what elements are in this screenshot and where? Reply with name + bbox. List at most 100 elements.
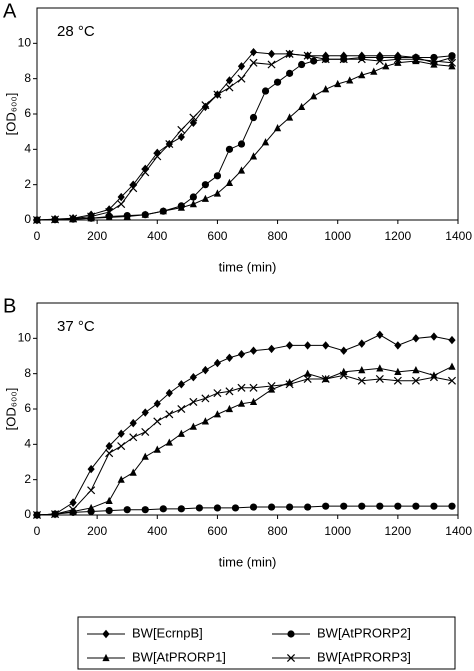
data-point	[231, 504, 240, 512]
data-point	[129, 433, 138, 442]
x-tick-label: 1200	[385, 229, 412, 243]
x-tick-label: 1400	[445, 524, 472, 538]
marker-stroke	[141, 168, 150, 177]
legend-label: BW[AtPRORP2]	[317, 625, 411, 640]
data-point	[189, 397, 198, 406]
data-point	[213, 410, 222, 418]
marker-stroke	[225, 387, 234, 396]
data-point	[141, 452, 149, 460]
y-tick-label: 6	[24, 106, 31, 120]
data-point	[261, 138, 270, 146]
data-point	[141, 427, 150, 436]
marker-stroke	[141, 427, 150, 436]
marker-stroke	[321, 55, 330, 64]
data-point	[261, 87, 270, 95]
data-point	[201, 102, 209, 112]
data-point	[430, 371, 438, 379]
data-point	[177, 505, 185, 513]
marker-stroke	[69, 214, 78, 223]
data-point	[225, 387, 234, 396]
marker-stroke	[51, 215, 60, 224]
marker-stroke	[117, 200, 126, 209]
data-point	[105, 441, 113, 451]
data-point	[129, 468, 137, 476]
data-point	[358, 502, 366, 510]
data-point	[165, 438, 173, 446]
data-point	[225, 83, 234, 92]
data-point	[298, 60, 306, 69]
x-tick-label: 400	[147, 229, 167, 243]
data-point	[117, 192, 125, 202]
data-point	[237, 383, 246, 392]
data-point	[285, 49, 294, 58]
data-point	[393, 55, 402, 64]
x-tick-label: 800	[268, 229, 288, 243]
data-point	[105, 213, 113, 221]
data-point	[394, 367, 402, 375]
data-point	[334, 79, 342, 88]
marker-stroke	[303, 374, 312, 383]
data-point	[141, 506, 149, 514]
data-point	[189, 200, 197, 208]
data-point	[201, 194, 209, 202]
series-line	[36, 51, 453, 221]
data-point	[87, 464, 95, 474]
data-point	[429, 373, 438, 382]
data-point	[153, 445, 161, 453]
marker-stroke	[165, 410, 174, 419]
data-point	[267, 382, 276, 391]
legend-marker	[286, 653, 296, 663]
data-point	[225, 178, 234, 186]
data-point	[165, 388, 173, 398]
marker-stroke	[411, 55, 420, 64]
data-point	[249, 113, 258, 122]
data-point	[105, 449, 114, 458]
data-point	[346, 76, 354, 84]
data-point	[177, 132, 185, 142]
marker-stroke	[357, 55, 366, 64]
data-point	[32, 510, 42, 520]
marker-stroke	[129, 184, 138, 193]
data-point	[201, 365, 209, 375]
legend-box	[77, 616, 456, 670]
x-tick-label: 600	[207, 524, 227, 538]
y-tick-label: 0	[24, 212, 31, 226]
data-point	[177, 380, 185, 389]
data-point	[357, 55, 366, 64]
data-point	[303, 374, 312, 383]
marker-stroke	[285, 380, 294, 389]
data-point	[201, 417, 209, 425]
legend-label: BW[AtPRORP3]	[317, 649, 411, 664]
data-point	[310, 57, 318, 65]
y-tick-label: 8	[24, 366, 31, 380]
marker-stroke	[447, 58, 457, 67]
marker-stroke	[339, 55, 348, 64]
marker-stroke	[177, 125, 186, 134]
marker-stroke	[189, 113, 198, 122]
data-point	[189, 373, 197, 382]
panel-label: B	[3, 295, 16, 317]
data-point	[375, 374, 384, 383]
series-line	[36, 55, 453, 221]
x-axis-label: time (min)	[219, 259, 277, 274]
legend-label: BW[AtPRORP1]	[132, 649, 226, 664]
data-point	[117, 429, 125, 438]
data-point	[394, 502, 402, 510]
marker-stroke	[429, 56, 438, 66]
y-tick-label: 10	[18, 331, 32, 345]
marker-stroke	[237, 383, 246, 392]
data-point	[321, 374, 330, 383]
annotation: 37 °C	[57, 318, 95, 335]
data-point	[225, 76, 234, 85]
x-tick-label: 200	[87, 524, 107, 538]
marker-stroke	[286, 653, 296, 663]
marker-stroke	[201, 394, 210, 403]
series-line	[36, 334, 453, 516]
data-point	[237, 166, 246, 174]
data-point	[117, 475, 125, 483]
data-point	[412, 502, 420, 510]
data-point	[286, 69, 294, 77]
marker-stroke	[201, 101, 210, 110]
x-tick-label: 600	[207, 229, 227, 243]
series-line	[36, 374, 453, 516]
